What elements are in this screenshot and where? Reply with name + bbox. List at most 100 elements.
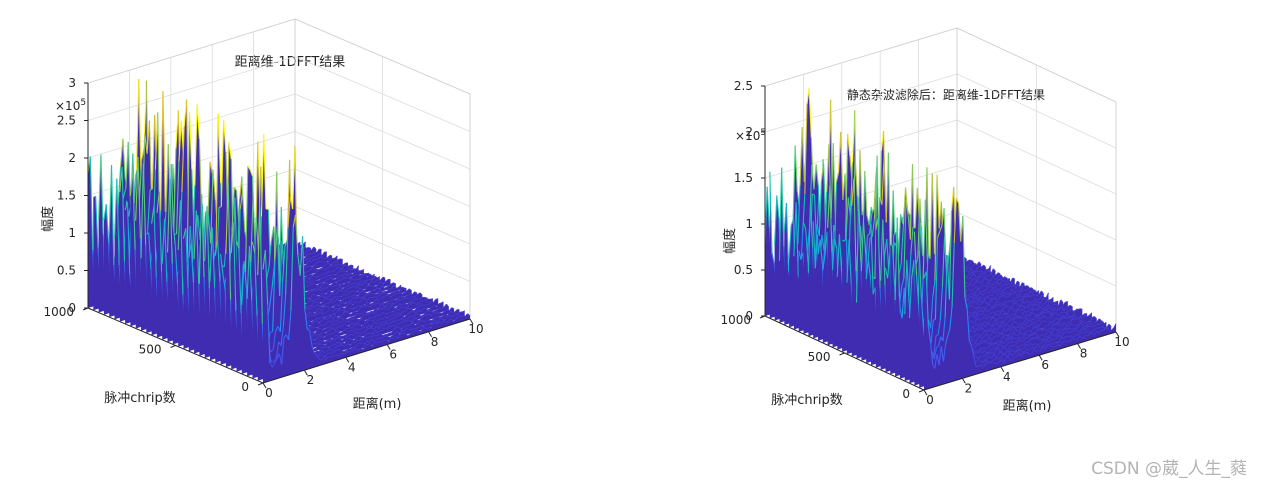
- z-tick-label: 2.5: [57, 114, 76, 128]
- surface-edge: [331, 292, 335, 295]
- surface-edge: [373, 325, 378, 330]
- surface-edge: [164, 218, 168, 282]
- surface-edge: [351, 349, 354, 352]
- surface-edge: [250, 194, 254, 263]
- surface-edge: [306, 249, 310, 251]
- surface-edge: [860, 221, 865, 271]
- surface-edge: [374, 298, 378, 303]
- x-tick-label: 4: [348, 360, 356, 374]
- surface-edge: [360, 304, 364, 307]
- surface-edge: [1006, 282, 1010, 286]
- surface-edge: [420, 296, 424, 299]
- surface-edge: [1025, 289, 1028, 292]
- surface-edge: [976, 292, 980, 298]
- surface-edge: [338, 305, 342, 311]
- surface-edge: [135, 79, 140, 171]
- surface-edge: [406, 316, 410, 320]
- surface-edge: [373, 280, 377, 283]
- surface-edge: [972, 285, 976, 290]
- surface-edge: [357, 273, 361, 277]
- surface-edge: [971, 311, 975, 314]
- x-axis-label: 距离(m): [353, 396, 402, 412]
- surface-edge: [389, 335, 393, 338]
- surface-edge: [365, 319, 369, 322]
- surface-edge: [304, 309, 308, 330]
- surface-edge: [996, 290, 999, 294]
- surface-edge: [410, 298, 415, 303]
- surface-edge: [350, 333, 354, 336]
- surface-edge: [408, 315, 412, 318]
- surface-edge: [971, 260, 975, 264]
- surface-edge: [365, 293, 369, 296]
- surface-edge: [160, 91, 164, 211]
- surface-edge: [334, 281, 337, 284]
- surface-edge: [310, 302, 315, 307]
- y-tick: [170, 345, 176, 348]
- surface-edge: [347, 276, 351, 280]
- surface-edge: [365, 279, 369, 282]
- surface-edge: [358, 278, 361, 281]
- surface-edge: [389, 292, 393, 295]
- surface-edge: [396, 326, 400, 329]
- surface-edge: [977, 313, 980, 316]
- surface-edge: [314, 293, 318, 297]
- surface-edge: [372, 316, 375, 319]
- surface-edge: [337, 258, 341, 261]
- surface-edge: [318, 260, 322, 263]
- surface-edge: [432, 322, 436, 325]
- surface-edge: [1007, 293, 1011, 298]
- surface-edge: [338, 317, 342, 320]
- surface-edge: [98, 154, 102, 220]
- surface-edge: [364, 340, 368, 346]
- surface-edge: [316, 354, 320, 359]
- surface-edge: [373, 308, 377, 312]
- surface-edge: [987, 274, 990, 277]
- surface-edge: [1010, 277, 1014, 283]
- surface-edge: [316, 320, 320, 325]
- surface-edge: [327, 355, 331, 358]
- surface-edge: [383, 311, 387, 315]
- surface-edge: [1000, 289, 1004, 293]
- surface-edge: [814, 224, 818, 262]
- surface-edge: [982, 307, 986, 313]
- surface-edge: [235, 241, 240, 249]
- surface-edge: [359, 338, 363, 342]
- surface-edge: [421, 319, 425, 323]
- surface-edge: [308, 330, 313, 346]
- surface-edge: [438, 302, 442, 305]
- surface-edge: [331, 319, 335, 324]
- surface-edge: [330, 327, 334, 331]
- surface-edge: [1001, 277, 1004, 280]
- surface-edge: [330, 284, 333, 287]
- surface-edge: [373, 310, 377, 315]
- surface-edge: [976, 298, 981, 305]
- surface-edge: [983, 296, 987, 302]
- surface-edge: [388, 299, 392, 302]
- surface-edge: [381, 323, 384, 327]
- surface-edge: [1046, 298, 1050, 301]
- surface-edge: [977, 287, 981, 293]
- surface-edge: [424, 319, 428, 323]
- surface-edge: [989, 294, 993, 297]
- surface-edge: [380, 276, 384, 281]
- surface-edge: [140, 163, 144, 259]
- x-tick-label: 0: [265, 386, 273, 400]
- x-axis-line: [262, 318, 471, 384]
- surface-edge: [343, 334, 347, 337]
- surface-edge: [990, 316, 994, 318]
- surface-edge: [409, 292, 413, 296]
- surface-edge: [332, 315, 337, 320]
- surface-edge: [433, 316, 437, 320]
- surface-edge: [320, 328, 324, 331]
- surface-edge: [979, 302, 983, 306]
- surface-edge: [371, 296, 374, 299]
- surface-edge: [798, 250, 802, 260]
- surface-edge: [983, 264, 987, 269]
- surface-edge: [974, 311, 978, 314]
- surface-edge: [368, 335, 372, 338]
- surface-edge: [1009, 288, 1013, 294]
- surface-edge: [417, 320, 421, 324]
- surface-edge: [1016, 307, 1020, 311]
- surface-edge: [311, 319, 315, 323]
- surface-edge: [983, 313, 987, 317]
